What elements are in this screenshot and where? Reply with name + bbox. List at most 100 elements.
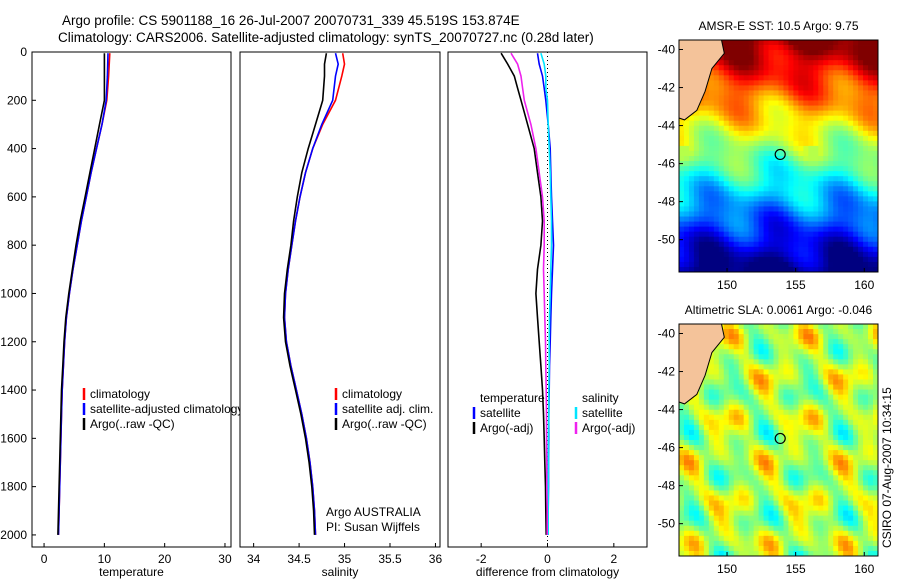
- map-cell: [703, 186, 710, 192]
- map-cell: [818, 45, 824, 51]
- map-cell: [679, 216, 685, 222]
- map-cell: [683, 236, 690, 243]
- map-cell: [683, 150, 690, 157]
- map-cell: [858, 394, 864, 401]
- map-cell: [748, 409, 755, 416]
- map-cell: [868, 251, 874, 258]
- map-cell: [773, 261, 779, 268]
- map-cell: [713, 455, 720, 461]
- map-cell: [788, 500, 794, 506]
- map-cell: [698, 520, 705, 527]
- map-cell: [798, 171, 804, 177]
- map-cell: [783, 105, 789, 112]
- map-cell: [868, 329, 874, 335]
- map-cell: [828, 80, 834, 86]
- map-cell: [708, 211, 715, 217]
- map-cell: [798, 389, 804, 396]
- map-cell: [693, 495, 700, 501]
- map-cell: [838, 196, 844, 202]
- map-cell: [783, 140, 789, 147]
- map-cell: [848, 100, 854, 106]
- map-cell: [698, 485, 705, 491]
- map-cell: [698, 450, 705, 456]
- map-cell: [679, 409, 685, 416]
- map-cell: [868, 60, 874, 66]
- map-cell: [873, 379, 879, 385]
- map-cell: [818, 354, 824, 360]
- map-cell: [713, 530, 720, 537]
- map-cell: [838, 434, 844, 441]
- map-cell: [793, 50, 799, 56]
- map-cell: [679, 221, 685, 228]
- map-cell: [698, 120, 705, 127]
- map-cell: [718, 125, 725, 132]
- map-cell: [723, 206, 730, 212]
- map-cell: [803, 495, 809, 501]
- map-cell: [813, 374, 819, 380]
- map-cell: [708, 246, 715, 253]
- map-cell: [768, 135, 774, 142]
- map-cell: [768, 100, 774, 106]
- map-cell: [843, 520, 849, 527]
- map-cell: [873, 409, 879, 416]
- map-cell: [788, 465, 794, 471]
- salinity-panel: 34 34.5 35 35.5 36salinityclimatologysatelli…: [239, 51, 442, 579]
- map-cell: [783, 161, 789, 167]
- map-cell: [808, 394, 814, 401]
- map-cell: [693, 226, 700, 233]
- map-cell: [728, 445, 735, 451]
- map-cell: [723, 440, 730, 446]
- map-cell: [733, 339, 740, 345]
- map-cell: [683, 186, 690, 192]
- map-cell: [733, 540, 740, 547]
- map-cell: [713, 90, 720, 96]
- map-cell: [858, 241, 864, 248]
- map-cell: [798, 510, 804, 517]
- map-cell: [828, 191, 834, 197]
- map-cell: [733, 161, 740, 167]
- map-cell: [708, 236, 715, 243]
- map-cell: [683, 485, 690, 491]
- map-cell: [773, 191, 779, 197]
- map-cell: [793, 359, 799, 365]
- map-cell: [778, 105, 784, 112]
- map-cell: [788, 201, 794, 207]
- map-cell: [763, 364, 769, 370]
- map-cell: [723, 251, 730, 258]
- map-cell: [833, 135, 839, 142]
- map-cell: [688, 226, 695, 233]
- map-cell: [728, 216, 735, 222]
- map-cell: [793, 399, 799, 406]
- map-cell: [868, 424, 874, 431]
- map-cell: [768, 261, 774, 268]
- map-cell: [688, 201, 695, 207]
- map-cell: [708, 201, 715, 207]
- map-cell: [803, 161, 809, 167]
- map-cell: [738, 480, 745, 486]
- map-cell: [818, 40, 824, 46]
- map-cell: [778, 490, 784, 496]
- map-cell: [763, 374, 769, 380]
- map-cell: [723, 450, 730, 456]
- map-cell: [843, 359, 849, 365]
- map-cell: [683, 246, 690, 253]
- map-cell: [743, 176, 750, 182]
- map-cell: [723, 419, 730, 426]
- map-cell: [868, 95, 874, 101]
- map-cell: [738, 450, 745, 456]
- map-cell: [753, 480, 760, 486]
- map-cell: [738, 545, 745, 552]
- map-cell: [753, 125, 760, 132]
- map-cell: [743, 470, 750, 476]
- map-cell: [748, 251, 755, 258]
- map-cell: [783, 85, 789, 91]
- map-cell: [683, 206, 690, 212]
- map-cell: [778, 414, 784, 421]
- map-cell: [683, 409, 690, 416]
- map-cell: [798, 450, 804, 456]
- map-cell: [753, 120, 760, 127]
- map-cell: [733, 216, 740, 222]
- map-cell: [708, 140, 715, 147]
- map-cell: [828, 226, 834, 233]
- map-cell: [803, 455, 809, 461]
